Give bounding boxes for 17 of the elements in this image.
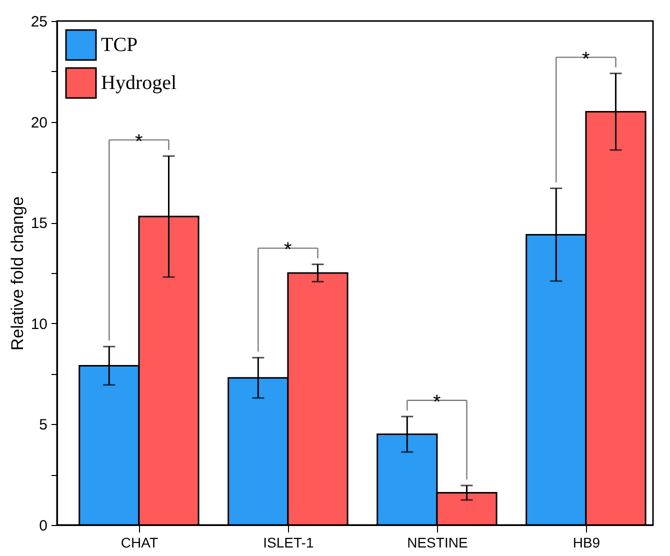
annotation: * (135, 130, 144, 153)
y-tick-label: 0 (39, 518, 48, 534)
y-tick-label: 15 (30, 215, 48, 232)
y-tick-label: 25 (30, 14, 48, 30)
y-tick-label: 10 (30, 316, 48, 333)
y-tick-label: 20 (30, 114, 48, 132)
legend-label: Hydrogel (101, 72, 177, 94)
annotation: * (433, 391, 442, 414)
legend-label: TCP (101, 34, 138, 56)
y-tick-label: 5 (39, 416, 48, 434)
annotation: * (284, 239, 292, 262)
y-axis-title: Relative fold change (8, 196, 27, 351)
x-tick-label: CHAT (120, 534, 158, 550)
annotation: * (582, 48, 590, 70)
x-tick-label: ISLET-1 (263, 534, 314, 550)
x-tick-label: HB9 (572, 534, 600, 550)
x-tick-label: NESTINE (407, 534, 468, 550)
